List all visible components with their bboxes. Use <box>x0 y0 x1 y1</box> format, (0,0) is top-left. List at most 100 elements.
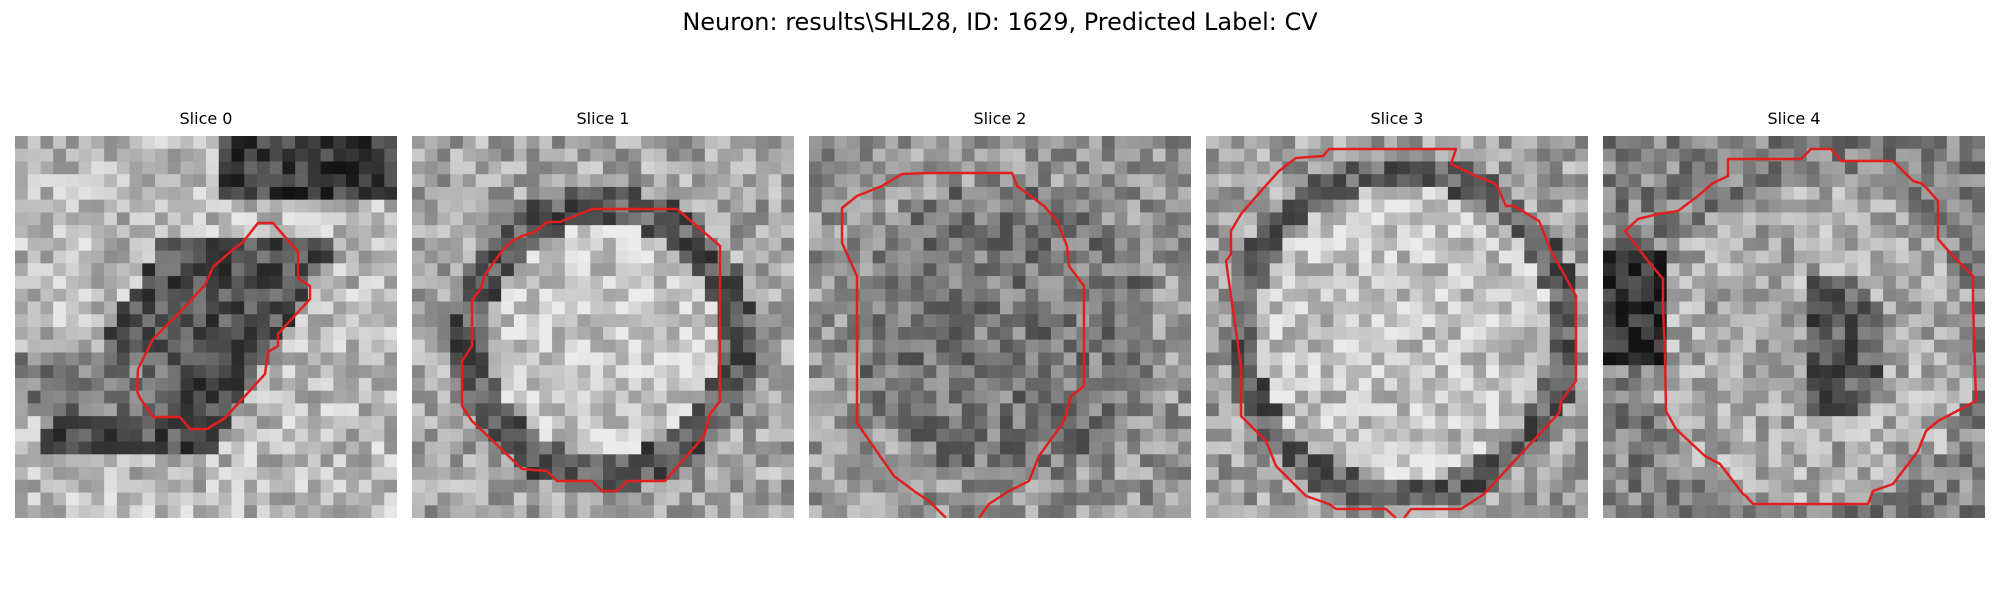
image-pixel <box>1575 250 1588 264</box>
image-pixel <box>1486 314 1500 328</box>
image-pixel <box>923 352 937 366</box>
image-pixel <box>437 327 451 341</box>
image-pixel <box>1921 454 1935 468</box>
image-pixel <box>40 390 54 404</box>
image-pixel <box>961 352 976 366</box>
image-pixel <box>231 428 245 443</box>
image-pixel <box>450 199 464 213</box>
image-pixel <box>590 416 604 430</box>
image-pixel <box>53 454 67 468</box>
image-pixel <box>834 186 848 201</box>
image-pixel <box>1358 276 1373 290</box>
image-pixel <box>847 276 861 290</box>
image-pixel <box>1511 276 1525 290</box>
image-pixel <box>346 161 360 175</box>
image-pixel <box>180 352 194 366</box>
image-pixel <box>679 314 693 328</box>
image-pixel <box>1435 339 1449 354</box>
image-pixel <box>1231 161 1245 175</box>
image-pixel <box>1934 314 1948 328</box>
image-pixel <box>1038 377 1052 392</box>
image-pixel <box>450 263 464 277</box>
image-pixel <box>1295 365 1309 379</box>
image-pixel <box>1282 186 1296 201</box>
image-pixel <box>564 377 579 392</box>
image-pixel <box>692 250 706 264</box>
image-pixel <box>1511 352 1525 366</box>
image-pixel <box>730 479 744 494</box>
image-pixel <box>501 148 515 163</box>
image-pixel <box>1025 339 1039 354</box>
image-pixel <box>1358 327 1373 341</box>
image-pixel <box>40 377 54 392</box>
image-pixel <box>142 505 156 518</box>
image-pixel <box>1575 492 1588 506</box>
image-pixel <box>307 403 322 417</box>
image-pixel <box>1114 250 1128 264</box>
image-pixel <box>1717 314 1731 328</box>
image-pixel <box>462 237 477 252</box>
image-pixel <box>358 174 373 188</box>
image-pixel <box>1269 237 1283 252</box>
image-pixel <box>1231 225 1245 239</box>
image-pixel <box>1844 225 1859 239</box>
image-pixel <box>1140 161 1154 175</box>
image-pixel <box>898 161 912 175</box>
image-pixel <box>526 301 540 315</box>
image-pixel <box>155 492 169 506</box>
image-pixel <box>603 314 617 328</box>
image-pixel <box>641 403 655 417</box>
image-pixel <box>371 288 385 303</box>
image-pixel <box>1422 339 1436 354</box>
image-pixel <box>821 428 836 443</box>
image-pixel <box>1832 148 1846 163</box>
image-pixel <box>898 492 912 506</box>
image-pixel <box>15 212 29 226</box>
image-pixel <box>1397 263 1411 277</box>
image-pixel <box>129 301 143 315</box>
image-pixel <box>1000 441 1014 455</box>
image-pixel <box>949 441 963 455</box>
image-pixel <box>1127 225 1141 239</box>
image-pixel <box>1320 479 1334 494</box>
image-pixel <box>1409 467 1424 481</box>
image-pixel <box>679 301 693 315</box>
image-pixel <box>666 479 680 494</box>
image-pixel <box>1346 505 1360 518</box>
image-pixel <box>1537 505 1551 518</box>
image-pixel <box>1140 352 1154 366</box>
image-pixel <box>1231 301 1245 315</box>
image-pixel <box>755 441 770 455</box>
image-pixel <box>231 314 245 328</box>
image-pixel <box>628 174 642 188</box>
image-pixel <box>923 479 937 494</box>
image-pixel <box>1730 377 1744 392</box>
image-pixel <box>1422 454 1436 468</box>
image-pixel <box>1819 339 1833 354</box>
image-pixel <box>295 352 309 366</box>
image-pixel <box>692 186 706 201</box>
image-pixel <box>1959 288 1973 303</box>
image-pixel <box>666 263 680 277</box>
image-pixel <box>768 390 782 404</box>
image-pixel <box>1743 199 1757 213</box>
image-pixel <box>1435 136 1449 150</box>
image-pixel <box>1653 390 1668 404</box>
image-pixel <box>1921 263 1935 277</box>
image-pixel <box>1422 479 1436 494</box>
image-pixel <box>1050 479 1065 494</box>
image-pixel <box>1244 136 1258 150</box>
image-pixel <box>1832 276 1846 290</box>
image-pixel <box>1409 263 1424 277</box>
image-pixel <box>1806 441 1821 455</box>
image-pixel <box>1755 314 1770 328</box>
image-pixel <box>666 161 680 175</box>
image-pixel <box>653 377 668 392</box>
image-pixel <box>1473 428 1487 443</box>
image-pixel <box>1575 136 1588 150</box>
image-pixel <box>1384 492 1398 506</box>
image-pixel <box>717 186 731 201</box>
image-pixel <box>1666 263 1680 277</box>
image-pixel <box>1447 505 1462 518</box>
image-pixel <box>142 148 156 163</box>
